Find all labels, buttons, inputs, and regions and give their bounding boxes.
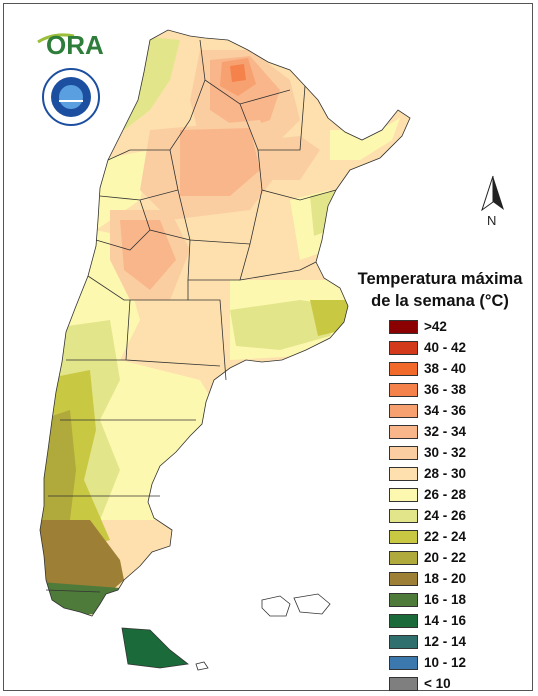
legend-label: 28 - 30 [424,466,467,481]
ora-logo [34,28,104,58]
legend-label: < 10 [424,676,451,691]
legend-swatch [389,613,418,628]
legend-item: 30 - 32 [389,442,466,463]
legend-label: 34 - 36 [424,403,467,418]
legend-label: >42 [424,319,447,334]
legend-swatch [389,676,418,691]
legend-item: 38 - 40 [389,358,466,379]
north-arrow-icon [478,174,508,230]
legend-swatch [389,550,418,565]
small-island [195,661,209,671]
legend-item: 32 - 34 [389,421,466,442]
legend-label: 36 - 38 [424,382,467,397]
legend-swatch [389,340,418,355]
smn-seal-icon [42,68,100,126]
legend-item: 34 - 36 [389,400,466,421]
legend-swatch [389,571,418,586]
legend-item: 16 - 18 [389,589,466,610]
legend-swatch [389,508,418,523]
legend-item: 14 - 16 [389,610,466,631]
legend-label: 20 - 22 [424,550,467,565]
legend-label: 14 - 16 [424,613,467,628]
legend-item: >42 [389,316,466,337]
malvinas-islands [261,593,331,617]
legend-label: 30 - 32 [424,445,467,460]
tierra-del-fuego [121,627,189,669]
legend-label: 32 - 34 [424,424,467,439]
legend-item: 36 - 38 [389,379,466,400]
ora-logo-text: ORA [46,30,104,60]
legend-item: 12 - 14 [389,631,466,652]
legend-title-line2: de la semana (°C) [371,292,509,310]
ora-swoosh-icon [37,33,75,44]
legend-label: 26 - 28 [424,487,467,502]
legend-swatch [389,487,418,502]
legend-label: 10 - 12 [424,655,467,670]
legend-label: 40 - 42 [424,340,467,355]
legend-swatch [389,634,418,649]
legend-label: 22 - 24 [424,529,467,544]
map-frame [3,3,533,691]
legend-swatch [389,382,418,397]
legend-swatch [389,361,418,376]
legend: >42 40 - 42 38 - 40 36 - 38 34 - 36 32 - 34 30… [389,316,466,694]
legend-item: < 10 [389,673,466,694]
legend-item: 20 - 22 [389,547,466,568]
legend-swatch [389,466,418,481]
legend-swatch [389,529,418,544]
legend-title-line1: Temperatura máxima [357,270,523,288]
legend-label: 24 - 26 [424,508,467,523]
legend-title: Temperatura máxima de la semana (°C) [340,268,538,312]
legend-swatch [389,403,418,418]
legend-swatch [389,445,418,460]
legend-swatch [389,424,418,439]
legend-item: 40 - 42 [389,337,466,358]
legend-item: 28 - 30 [389,463,466,484]
north-label: N [487,213,497,228]
legend-swatch [389,592,418,607]
legend-label: 18 - 20 [424,571,467,586]
legend-item: 10 - 12 [389,652,466,673]
legend-item: 22 - 24 [389,526,466,547]
legend-item: 24 - 26 [389,505,466,526]
legend-label: 38 - 40 [424,361,467,376]
province-borders [39,29,411,617]
legend-label: 12 - 14 [424,634,467,649]
legend-item: 18 - 20 [389,568,466,589]
legend-swatch [389,319,418,334]
legend-label: 16 - 18 [424,592,467,607]
legend-item: 26 - 28 [389,484,466,505]
legend-swatch [389,655,418,670]
